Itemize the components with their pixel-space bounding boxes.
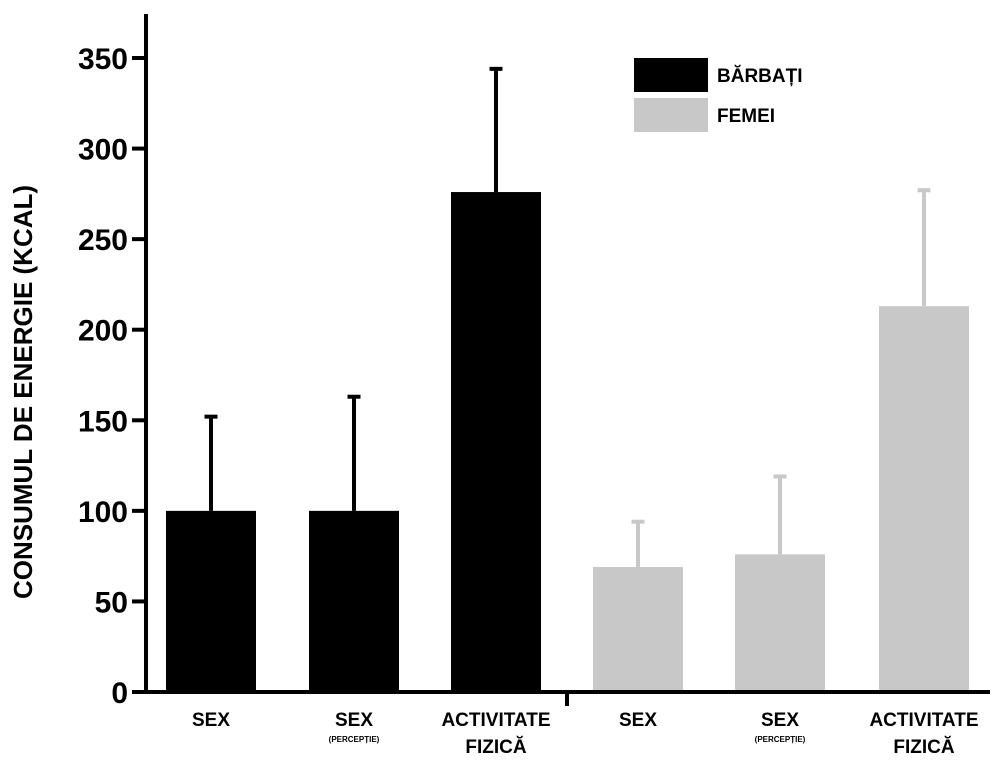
y-tick-label: 350 — [78, 43, 128, 76]
x-category-label: SEX — [335, 710, 373, 731]
x-category-label: ACTIVITATE — [441, 710, 550, 731]
x-category-label: SEX — [761, 710, 799, 731]
bar — [166, 510, 256, 692]
bar — [735, 554, 825, 692]
legend-label: BĂRBAȚI — [717, 65, 803, 87]
y-tick-label: 200 — [78, 315, 128, 348]
error-bars — [204, 66, 931, 568]
bar — [593, 567, 683, 692]
y-tick-label: 150 — [78, 405, 128, 438]
y-tick-label: 250 — [78, 224, 128, 257]
bar — [879, 306, 969, 692]
x-category-label: SEX — [192, 710, 230, 731]
y-axis-ticks: 0 50 100 150 200 250 300 350 — [78, 43, 146, 710]
x-category-sublabel: FIZICĂ — [893, 736, 954, 758]
legend-swatch — [634, 98, 708, 132]
y-axis-label: CONSUMUL DE ENERGIE (KCAL) — [8, 185, 38, 599]
bar — [309, 510, 399, 692]
y-tick-label: 100 — [78, 496, 128, 529]
x-axis-category-labels: SEX SEX (PERCEPȚIE) ACTIVITATE FIZICĂ SEX SEX (… — [192, 710, 979, 758]
bar — [451, 192, 541, 692]
y-tick-label: 0 — [111, 677, 128, 710]
x-category-sublabel: FIZICĂ — [465, 736, 526, 758]
x-category-label: ACTIVITATE — [869, 710, 978, 731]
bars — [166, 192, 969, 692]
axes — [144, 14, 990, 706]
legend: BĂRBAȚI FEMEI — [634, 58, 803, 132]
legend-swatch — [634, 58, 708, 92]
x-category-label: SEX — [619, 710, 657, 731]
x-category-sublabel: (PERCEPȚIE) — [755, 735, 806, 744]
y-tick-label: 300 — [78, 134, 128, 167]
legend-label: FEMEI — [717, 106, 775, 127]
x-category-sublabel: (PERCEPȚIE) — [329, 735, 380, 744]
y-tick-label: 50 — [95, 586, 128, 619]
